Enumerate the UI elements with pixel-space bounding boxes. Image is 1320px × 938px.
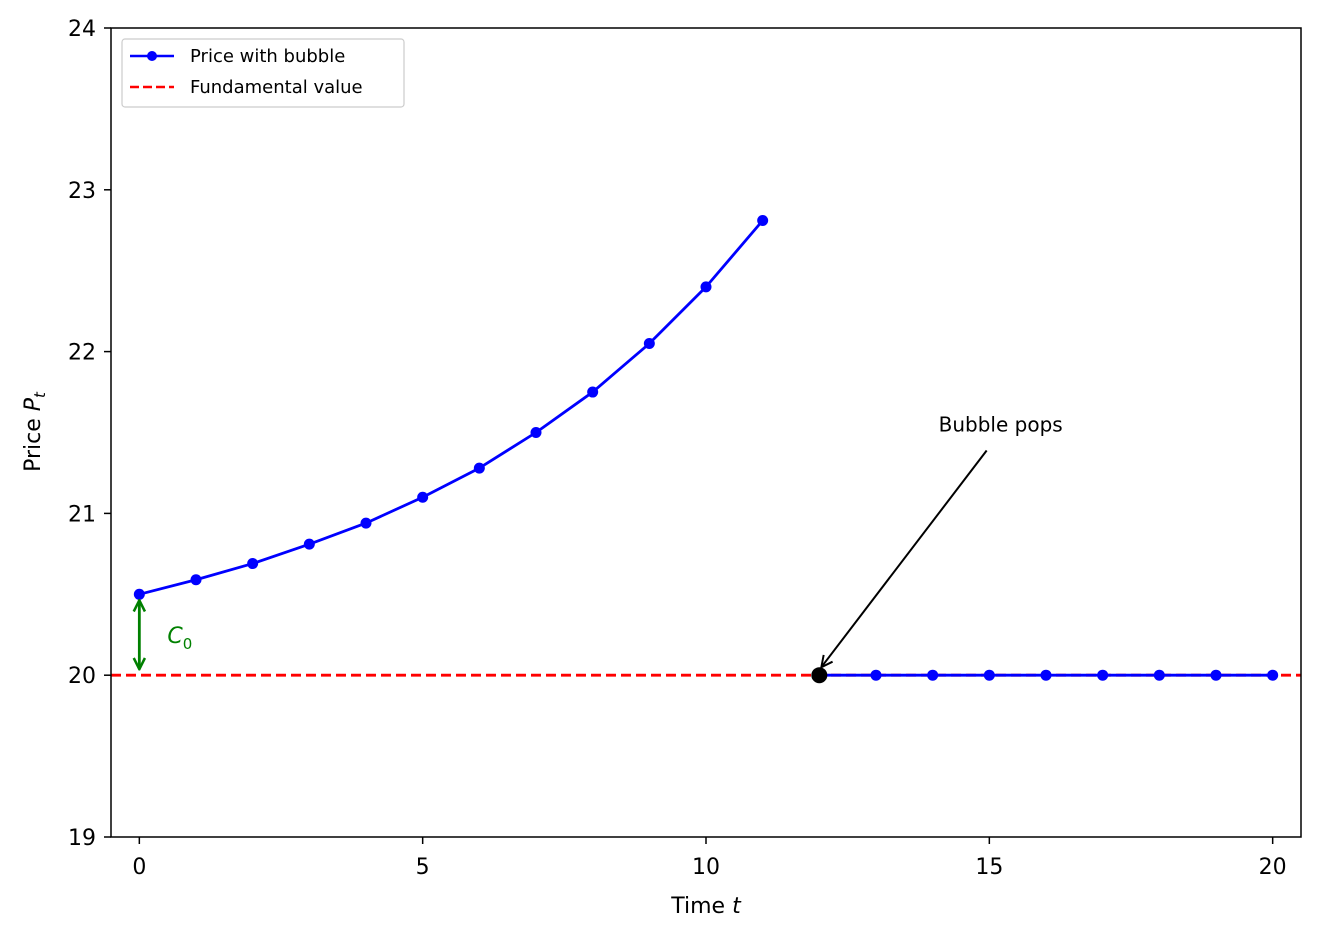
price-point — [1267, 669, 1279, 681]
bubble-pop-point — [811, 667, 828, 684]
y-tick-label: 23 — [68, 179, 96, 204]
price-point — [700, 281, 712, 293]
y-tick-label: 22 — [68, 341, 96, 366]
price-point — [870, 669, 882, 681]
price-point — [587, 386, 599, 398]
price-point — [1210, 669, 1222, 681]
price-point — [133, 588, 145, 600]
x-tick-label: 20 — [1259, 855, 1287, 880]
c0-label: C0 — [167, 624, 192, 653]
x-tick-label: 10 — [692, 855, 720, 880]
price-point — [473, 462, 485, 474]
legend-marker-price — [147, 51, 157, 61]
price-point — [1097, 669, 1109, 681]
x-tick-label: 0 — [132, 855, 146, 880]
x-axis-label: Time t — [670, 894, 742, 919]
legend-box — [121, 38, 405, 108]
price-point — [190, 574, 202, 586]
legend-label-price: Price with bubble — [190, 46, 345, 67]
price-point — [417, 491, 429, 503]
y-axis-label: Price Pt — [21, 391, 49, 472]
y-tick-label: 20 — [68, 664, 96, 689]
price-point — [303, 538, 315, 550]
legend: Price with bubble Fundamental value — [121, 38, 405, 108]
y-tick-label: 19 — [68, 826, 96, 851]
price-point — [927, 669, 939, 681]
price-point — [757, 215, 769, 227]
price-point — [360, 517, 372, 529]
price-line-segment-0 — [138, 219, 764, 596]
bubble-pops-arrow — [821, 449, 988, 668]
price-point — [530, 427, 542, 438]
price-point — [1040, 669, 1052, 681]
bubble-pops-annotation: Bubble pops — [939, 413, 1063, 437]
y-tick-label: 24 — [68, 17, 96, 42]
price-point — [983, 669, 995, 681]
price-point — [643, 338, 655, 350]
legend-label-fundamental: Fundamental value — [190, 77, 363, 98]
x-tick-label: 5 — [416, 855, 430, 880]
price-point — [247, 558, 259, 570]
price-point — [1153, 669, 1165, 681]
axis-ticks: 0 5 10 15 20 19 20 21 22 23 24 — [68, 17, 1287, 880]
plot-frame — [110, 27, 1302, 838]
y-tick-label: 21 — [68, 502, 96, 527]
plot-area — [111, 215, 1301, 684]
x-tick-label: 15 — [975, 855, 1003, 880]
